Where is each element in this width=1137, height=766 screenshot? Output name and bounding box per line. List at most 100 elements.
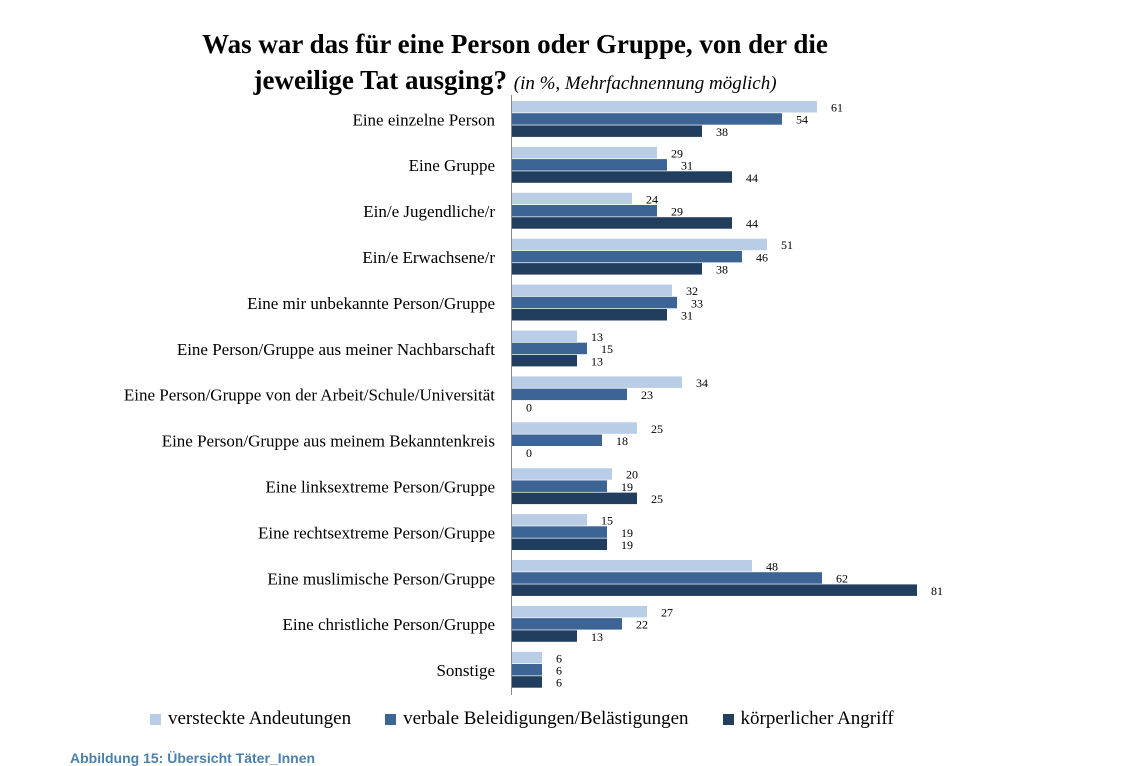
bar xyxy=(512,342,587,355)
title-line-2-wrapper: jeweilige Tat ausging? (in %, Mehrfachne… xyxy=(0,62,1030,102)
data-label: 0 xyxy=(526,400,532,414)
bar xyxy=(512,146,657,159)
data-label: 31 xyxy=(681,159,693,173)
category-label: Eine christliche Person/Gruppe xyxy=(283,615,495,634)
data-label: 46 xyxy=(756,250,768,264)
bar xyxy=(512,296,677,309)
bar xyxy=(512,205,657,217)
data-label: 25 xyxy=(651,492,663,506)
data-label: 48 xyxy=(766,560,778,574)
chart-title: Was war das für eine Person oder Gruppe,… xyxy=(0,26,1030,102)
data-label: 23 xyxy=(641,388,653,402)
data-label: 13 xyxy=(591,630,603,644)
bar xyxy=(512,125,702,137)
bar xyxy=(512,113,782,125)
data-label: 13 xyxy=(591,330,603,344)
data-label: 34 xyxy=(696,376,708,390)
data-label: 44 xyxy=(746,217,758,231)
category-label: Eine muslimische Person/Gruppe xyxy=(267,569,495,588)
legend-swatch xyxy=(385,713,397,725)
title-line-2: jeweilige Tat ausging? xyxy=(253,65,507,95)
chart-subtitle: (in %, Mehrfachnennung möglich) xyxy=(513,73,777,94)
data-label: 51 xyxy=(781,238,793,252)
category-label: Eine einzelne Person xyxy=(352,110,495,129)
category-label: Sonstige xyxy=(436,661,495,680)
bar xyxy=(512,572,822,584)
bar xyxy=(512,514,587,526)
bar xyxy=(512,526,607,538)
data-label: 6 xyxy=(556,664,562,678)
data-label: 38 xyxy=(716,125,728,139)
data-label: 32 xyxy=(686,284,698,298)
bar xyxy=(512,664,542,676)
category-label: Eine Gruppe xyxy=(409,156,495,175)
data-label: 19 xyxy=(621,538,633,552)
data-label: 25 xyxy=(651,422,663,436)
figure-caption: Abbildung 15: Übersicht Täter_Innen xyxy=(70,750,316,766)
bar xyxy=(512,171,732,183)
data-label: 15 xyxy=(601,514,613,528)
legend-label: verbale Beleidigungen/Belästigungen xyxy=(403,708,689,729)
bar xyxy=(512,159,667,171)
category-label: Ein/e Erwachsene/r xyxy=(362,248,495,267)
data-label: 27 xyxy=(661,605,673,619)
bar xyxy=(512,330,577,342)
data-label: 19 xyxy=(621,526,633,540)
bar xyxy=(512,492,637,505)
data-label: 29 xyxy=(671,205,683,219)
bar xyxy=(512,250,742,263)
legend-item: verbale Beleidigungen/Belästigungen xyxy=(385,708,689,730)
bar xyxy=(512,605,647,618)
legend-swatch xyxy=(150,713,161,725)
bar xyxy=(512,560,752,572)
category-label: Eine mir unbekannte Person/Gruppe xyxy=(247,294,495,313)
category-label: Eine linksextreme Person/Gruppe xyxy=(266,478,495,497)
category-label: Eine rechtsextreme Person/Gruppe xyxy=(258,523,495,542)
data-label: 81 xyxy=(931,584,943,598)
legend-label: versteckte Andeutungen xyxy=(168,708,352,729)
bar xyxy=(512,651,542,664)
title-line-1: Was war das für eine Person oder Gruppe,… xyxy=(202,29,828,59)
legend-swatch xyxy=(722,713,734,725)
data-label: 0 xyxy=(526,446,532,460)
data-label: 13 xyxy=(591,354,603,368)
category-label: Eine Person/Gruppe aus meiner Nachbarsch… xyxy=(177,340,495,359)
bar xyxy=(512,468,612,480)
bar xyxy=(512,618,622,630)
data-label: 44 xyxy=(746,171,758,185)
data-label: 6 xyxy=(556,651,562,665)
category-label: Ein/e Jugendliche/r xyxy=(363,202,495,221)
category-label: Eine Person/Gruppe von der Arbeit/Schule… xyxy=(124,386,495,405)
data-label: 38 xyxy=(716,263,728,277)
data-label: 20 xyxy=(626,468,638,482)
data-label: 54 xyxy=(796,113,808,127)
data-label: 6 xyxy=(556,676,562,690)
data-label: 29 xyxy=(671,146,683,160)
bar xyxy=(512,434,602,446)
data-label: 62 xyxy=(836,572,848,586)
bar xyxy=(512,538,607,550)
data-label: 31 xyxy=(681,309,693,323)
data-label: 22 xyxy=(636,618,648,632)
legend: versteckte Andeutungen verbale Beleidigun… xyxy=(150,708,928,730)
bar xyxy=(512,192,632,205)
bar xyxy=(512,388,627,401)
data-label: 19 xyxy=(621,480,633,494)
bar xyxy=(512,676,542,688)
data-label: 24 xyxy=(646,192,658,206)
legend-label: körperlicher Angriff xyxy=(740,708,894,729)
data-label: 33 xyxy=(691,296,703,310)
category-label: Eine Person/Gruppe aus meinem Bekanntenk… xyxy=(162,432,495,451)
data-label: 15 xyxy=(601,342,613,356)
data-label: 61 xyxy=(831,101,843,115)
bar xyxy=(512,309,667,321)
bar xyxy=(512,238,767,251)
bar xyxy=(512,217,732,229)
legend-item: versteckte Andeutungen xyxy=(150,708,351,730)
bar xyxy=(512,263,702,275)
bar xyxy=(512,376,682,388)
data-label: 18 xyxy=(616,434,628,448)
bar xyxy=(512,630,577,642)
bar xyxy=(512,284,672,297)
